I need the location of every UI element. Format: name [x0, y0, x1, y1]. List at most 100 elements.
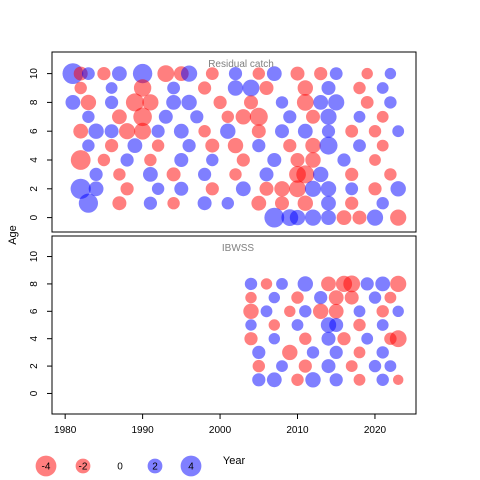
negative-residual-bubble — [244, 332, 258, 346]
positive-residual-bubble — [78, 193, 98, 213]
positive-residual-bubble — [297, 123, 313, 139]
y-tick-label: 2 — [29, 363, 40, 369]
positive-residual-bubble — [266, 66, 282, 81]
negative-residual-bubble — [167, 197, 180, 210]
positive-residual-bubble — [320, 108, 337, 125]
y-tick-label: 10 — [29, 68, 40, 80]
negative-residual-bubble — [345, 167, 359, 181]
positive-residual-bubble — [264, 207, 285, 228]
x-tick-label: 1990 — [131, 425, 154, 436]
positive-residual-bubble — [220, 123, 236, 139]
positive-residual-bubble — [304, 209, 322, 226]
positive-residual-bubble — [82, 139, 95, 152]
negative-residual-bubble — [353, 318, 366, 332]
legend-bubble — [180, 455, 202, 477]
positive-residual-bubble — [368, 359, 382, 373]
negative-residual-bubble — [352, 210, 367, 225]
y-tick-label: 8 — [29, 99, 40, 105]
positive-residual-bubble — [345, 182, 359, 196]
negative-residual-bubble — [252, 67, 265, 80]
bubble-layer — [243, 275, 407, 388]
negative-residual-bubble — [251, 124, 266, 139]
negative-residual-bubble — [337, 332, 351, 346]
negative-residual-bubble — [336, 210, 352, 226]
negative-residual-bubble — [244, 95, 258, 110]
positive-residual-bubble — [260, 305, 273, 318]
positive-residual-bubble — [228, 67, 243, 81]
positive-residual-bubble — [329, 318, 344, 332]
negative-residual-bubble — [198, 125, 211, 138]
positive-residual-bubble — [353, 110, 366, 123]
positive-residual-bubble — [384, 67, 397, 80]
positive-residual-bubble — [158, 109, 173, 124]
negative-residual-bubble — [74, 81, 87, 95]
positive-residual-bubble — [120, 153, 134, 167]
negative-residual-bubble — [144, 153, 157, 167]
positive-residual-bubble — [112, 66, 127, 81]
y-tick-label: 10 — [29, 251, 40, 263]
negative-residual-bubble — [313, 303, 329, 319]
positive-residual-bubble — [252, 139, 266, 153]
legend-bubble — [75, 458, 91, 474]
negative-residual-bubble — [376, 110, 389, 123]
negative-residual-bubble — [119, 123, 136, 140]
negative-residual-bubble — [328, 290, 344, 305]
panel-frame — [51, 235, 417, 415]
positive-residual-bubble — [376, 346, 389, 359]
x-tick-label: 2000 — [209, 425, 232, 436]
negative-residual-bubble — [97, 153, 111, 167]
positive-residual-bubble — [197, 196, 212, 211]
positive-residual-bubble — [353, 305, 366, 318]
positive-residual-bubble — [366, 209, 384, 226]
negative-residual-bubble — [221, 110, 234, 124]
x-tick-label: 2020 — [364, 425, 387, 436]
negative-residual-bubble — [305, 137, 321, 154]
negative-residual-bubble — [133, 79, 152, 97]
positive-residual-bubble — [182, 139, 196, 153]
positive-residual-bubble — [221, 197, 234, 210]
negative-residual-bubble — [112, 109, 127, 125]
positive-residual-bubble — [321, 195, 336, 211]
negative-residual-bubble — [299, 332, 312, 345]
positive-residual-bubble — [242, 79, 260, 97]
negative-residual-bubble — [251, 195, 267, 211]
negative-residual-bubble — [376, 305, 389, 318]
y-tick-label: 4 — [29, 335, 40, 341]
positive-residual-bubble — [174, 153, 189, 167]
positive-residual-bubble — [306, 346, 320, 359]
negative-residual-bubble — [390, 275, 407, 292]
negative-residual-bubble — [260, 278, 273, 290]
negative-residual-bubble — [345, 360, 358, 372]
positive-residual-bubble — [353, 139, 366, 153]
positive-residual-bubble — [313, 166, 329, 183]
positive-residual-bubble — [314, 291, 328, 305]
panel-ibwss: IBWSS 0 2 4 6 8 10 1980 1990 2000 2010 2020 — [29, 235, 417, 436]
legend-label: 0 — [117, 462, 123, 473]
positive-residual-bubble — [104, 124, 119, 139]
negative-residual-bubble — [120, 182, 134, 196]
positive-residual-bubble — [198, 167, 212, 181]
positive-residual-bubble — [299, 305, 312, 318]
positive-residual-bubble — [283, 110, 297, 124]
negative-residual-bubble — [376, 139, 389, 152]
negative-residual-bubble — [345, 196, 359, 210]
positive-residual-bubble — [376, 319, 389, 331]
negative-residual-bubble — [213, 95, 227, 109]
negative-residual-bubble — [70, 150, 91, 170]
negative-residual-bubble — [229, 168, 242, 181]
negative-residual-bubble — [105, 139, 119, 153]
positive-residual-bubble — [376, 82, 389, 94]
positive-residual-bubble — [127, 138, 143, 154]
positive-residual-bubble — [245, 319, 257, 331]
positive-residual-bubble — [384, 96, 397, 109]
positive-residual-bubble — [267, 153, 282, 167]
negative-residual-bubble — [384, 291, 397, 304]
positive-residual-bubble — [174, 181, 189, 196]
negative-residual-bubble — [297, 195, 313, 211]
legend-label: 4 — [188, 462, 194, 473]
positive-residual-bubble — [259, 167, 274, 182]
y-axis: 0 2 4 6 8 10 — [29, 68, 52, 220]
positive-residual-bubble — [392, 125, 405, 138]
negative-residual-bubble — [227, 137, 244, 154]
